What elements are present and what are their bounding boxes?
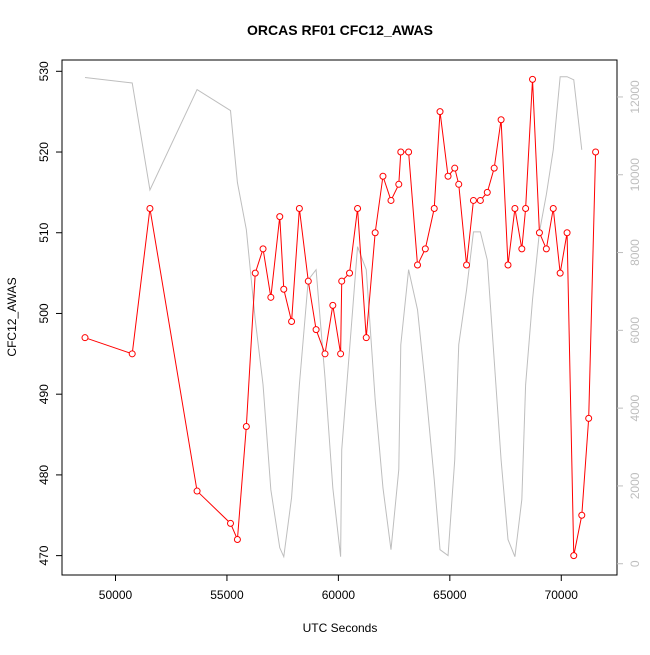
point: [242, 422, 250, 430]
y-tick-label: 480: [37, 465, 51, 485]
point: [251, 269, 259, 277]
point: [476, 196, 484, 204]
point: [578, 511, 586, 519]
point: [444, 172, 452, 180]
point: [522, 205, 530, 213]
y-axis-label: CFC12_AWAS: [5, 277, 19, 356]
point: [259, 245, 267, 253]
point: [511, 205, 519, 213]
point: [563, 229, 571, 237]
point: [436, 108, 444, 116]
point: [233, 535, 241, 543]
point: [518, 245, 526, 253]
point: [379, 172, 387, 180]
point: [455, 180, 463, 188]
y2-tick-label: 4000: [628, 394, 642, 421]
y2-tick-label: 2000: [628, 472, 642, 499]
point: [421, 245, 429, 253]
point: [490, 164, 498, 172]
point: [451, 164, 459, 172]
y-tick-label: 470: [37, 545, 51, 565]
y2-tick-label: 6000: [628, 317, 642, 344]
y-tick-label: 510: [37, 222, 51, 242]
y2-tick-label: 0: [628, 560, 642, 567]
point: [549, 205, 557, 213]
point: [542, 245, 550, 253]
point: [338, 277, 346, 285]
x-axis-label: UTC Seconds: [303, 621, 378, 635]
point: [267, 293, 275, 301]
point: [362, 334, 370, 342]
point: [288, 318, 296, 326]
y-tick-label: 530: [37, 61, 51, 81]
point: [430, 205, 438, 213]
point: [128, 350, 136, 358]
point: [193, 487, 201, 495]
point: [227, 519, 235, 527]
point: [585, 414, 593, 422]
point: [304, 277, 312, 285]
point: [395, 180, 403, 188]
y2-tick-label: 10000: [628, 158, 642, 192]
point: [504, 261, 512, 269]
point: [405, 148, 413, 156]
point: [276, 213, 284, 221]
point: [280, 285, 288, 293]
x-tick-label: 50000: [99, 588, 133, 602]
x-tick-label: 70000: [545, 588, 579, 602]
y2-tick-label: 8000: [628, 239, 642, 266]
point: [146, 205, 154, 213]
point: [592, 148, 600, 156]
point: [354, 205, 362, 213]
point: [397, 148, 405, 156]
chart-title: ORCAS RF01 CFC12_AWAS: [247, 22, 433, 38]
point: [463, 261, 471, 269]
point: [529, 75, 537, 83]
point: [469, 196, 477, 204]
y2-tick-label: 12000: [628, 80, 642, 114]
y-tick-label: 490: [37, 384, 51, 404]
y-tick-label: 520: [37, 142, 51, 162]
x-tick-label: 60000: [322, 588, 356, 602]
point: [570, 552, 578, 560]
point: [295, 205, 303, 213]
plot-box: [61, 59, 618, 576]
series-line: [84, 79, 597, 556]
point: [312, 326, 320, 334]
point: [387, 196, 395, 204]
point: [337, 350, 345, 358]
point: [535, 229, 543, 237]
x-tick-label: 65000: [433, 588, 467, 602]
y-tick-label: 500: [37, 303, 51, 323]
point: [414, 261, 422, 269]
point: [346, 269, 354, 277]
point: [321, 350, 329, 358]
point: [329, 301, 337, 309]
point: [371, 229, 379, 237]
point: [483, 188, 491, 196]
point: [497, 116, 505, 124]
x-tick-label: 55000: [210, 588, 244, 602]
series-line: [84, 76, 583, 559]
point: [556, 269, 564, 277]
point: [81, 334, 89, 342]
